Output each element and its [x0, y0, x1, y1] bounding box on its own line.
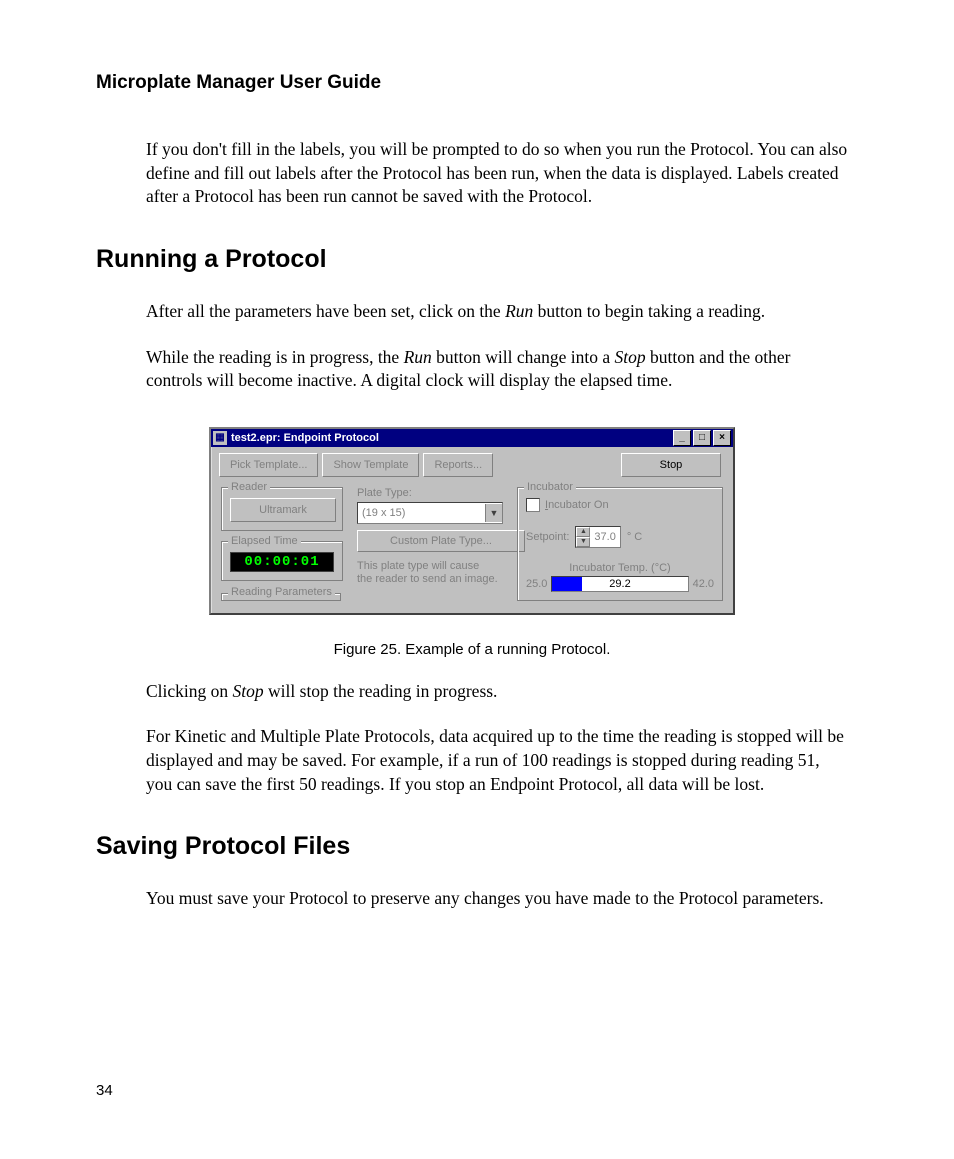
text: button will change into a — [432, 347, 615, 367]
stop-button[interactable]: Stop — [621, 453, 721, 477]
text: will stop the reading in progress. — [264, 681, 498, 701]
minimize-button[interactable]: _ — [673, 430, 691, 446]
saving-paragraph: You must save your Protocol to preserve … — [146, 887, 848, 911]
reader-legend: Reader — [228, 481, 270, 493]
checkbox-label-rest: ncubator On — [548, 499, 609, 511]
emphasis-stop: Stop — [615, 347, 646, 367]
maximize-button[interactable]: □ — [693, 430, 711, 446]
elapsed-time-clock: 00:00:01 — [230, 552, 334, 572]
plate-type-label: Plate Type: — [357, 487, 503, 499]
emphasis-run: Run — [404, 347, 432, 367]
right-column: Incubator Incubator On Setpoint: ▲ ▼ — [517, 487, 723, 611]
heading-saving-protocol-files: Saving Protocol Files — [96, 832, 848, 861]
reading-parameters-legend: Reading Parameters — [228, 586, 335, 598]
incubator-group: Incubator Incubator On Setpoint: ▲ ▼ — [517, 487, 723, 601]
figure-25: ▦ test2.epr: Endpoint Protocol _ □ × Pic… — [96, 427, 848, 658]
text: button to begin taking a reading. — [533, 301, 765, 321]
checkbox-icon — [526, 498, 540, 512]
titlebar[interactable]: ▦ test2.epr: Endpoint Protocol _ □ × — [211, 429, 733, 447]
dialog-client-area: Reader Ultramark Elapsed Time 00:00:01 R… — [211, 481, 733, 613]
click-stop-paragraph: Clicking on Stop will stop the reading i… — [146, 680, 848, 704]
emphasis-stop: Stop — [233, 681, 264, 701]
document-title: Microplate Manager User Guide — [96, 72, 848, 94]
page-number: 34 — [96, 1082, 113, 1099]
incubator-on-checkbox[interactable]: Incubator On — [526, 498, 714, 512]
temp-scale-max: 42.0 — [693, 578, 714, 590]
close-button[interactable]: × — [713, 430, 731, 446]
spin-down-icon[interactable]: ▼ — [576, 537, 590, 547]
elapsed-legend: Elapsed Time — [228, 535, 301, 547]
pick-template-button[interactable]: Pick Template... — [219, 453, 318, 477]
plate-hint: This plate type will cause the reader to… — [357, 560, 503, 586]
running-paragraph-2: While the reading is in progress, the Ru… — [146, 346, 848, 393]
plate-column: Plate Type: (19 x 15) ▼ Custom Plate Typ… — [357, 487, 503, 611]
setpoint-unit: ° C — [627, 531, 642, 543]
custom-plate-type-button[interactable]: Custom Plate Type... — [357, 530, 525, 552]
temperature-value: 29.2 — [552, 577, 687, 591]
reader-group: Reader Ultramark — [221, 487, 343, 531]
spin-buttons: ▲ ▼ — [576, 527, 590, 547]
text: While the reading is in progress, the — [146, 347, 404, 367]
incubator-legend: Incubator — [524, 481, 576, 493]
text: Clicking on — [146, 681, 233, 701]
plate-type-combo[interactable]: (19 x 15) ▼ — [357, 502, 503, 524]
setpoint-spinner[interactable]: ▲ ▼ 37.0 — [575, 526, 620, 548]
temp-scale-min: 25.0 — [526, 578, 547, 590]
running-paragraph-1: After all the parameters have been set, … — [146, 300, 848, 324]
plate-hint-line1: This plate type will cause — [357, 560, 479, 572]
setpoint-row: Setpoint: ▲ ▼ 37.0 ° C — [526, 526, 714, 548]
window-title: test2.epr: Endpoint Protocol — [231, 432, 379, 444]
heading-running-a-protocol: Running a Protocol — [96, 245, 848, 274]
spin-up-icon[interactable]: ▲ — [576, 527, 590, 537]
incubator-temp-label: Incubator Temp. (°C) — [526, 562, 714, 574]
left-column: Reader Ultramark Elapsed Time 00:00:01 R… — [221, 487, 343, 611]
thermometer-row: 25.0 29.2 42.0 — [526, 576, 714, 592]
page: Microplate Manager User Guide If you don… — [0, 0, 954, 1159]
setpoint-label: Setpoint: — [526, 531, 569, 543]
checkbox-label: Incubator On — [545, 499, 609, 511]
elapsed-time-group: Elapsed Time 00:00:01 — [221, 541, 343, 581]
plate-hint-line2: the reader to send an image. — [357, 573, 498, 585]
temperature-bar: 29.2 — [551, 576, 688, 592]
reports-button[interactable]: Reports... — [423, 453, 493, 477]
emphasis-run: Run — [505, 301, 533, 321]
chevron-down-icon[interactable]: ▼ — [485, 504, 502, 522]
setpoint-value: 37.0 — [590, 531, 619, 543]
kinetic-paragraph: For Kinetic and Multiple Plate Protocols… — [146, 725, 848, 796]
toolbar: Pick Template... Show Template Reports..… — [211, 447, 733, 481]
plate-type-value: (19 x 15) — [358, 507, 485, 519]
show-template-button[interactable]: Show Template — [322, 453, 419, 477]
reader-select-button[interactable]: Ultramark — [230, 498, 336, 522]
text: After all the parameters have been set, … — [146, 301, 505, 321]
system-menu-icon[interactable]: ▦ — [213, 431, 227, 445]
reading-parameters-group: Reading Parameters — [221, 593, 341, 601]
intro-paragraph: If you don't fill in the labels, you wil… — [146, 138, 848, 209]
figure-caption: Figure 25. Example of a running Protocol… — [334, 641, 611, 658]
protocol-dialog: ▦ test2.epr: Endpoint Protocol _ □ × Pic… — [209, 427, 735, 615]
